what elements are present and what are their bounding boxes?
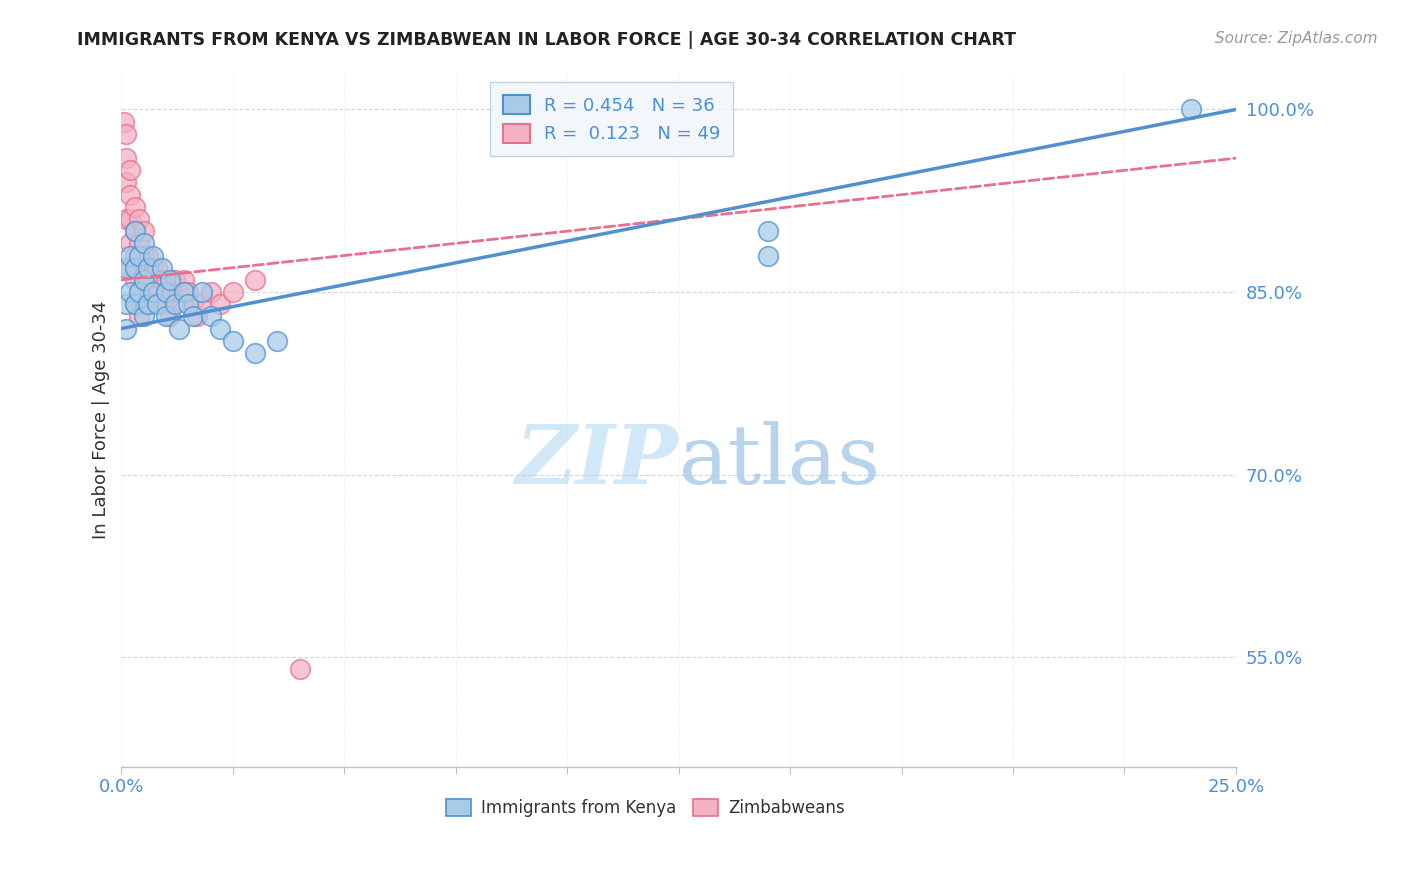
Point — [142, 285, 165, 299]
Point — [177, 285, 200, 299]
Point — [208, 321, 231, 335]
Point — [169, 321, 191, 335]
Point — [124, 224, 146, 238]
Legend: Immigrants from Kenya, Zimbabweans: Immigrants from Kenya, Zimbabweans — [439, 793, 851, 824]
Point — [159, 273, 181, 287]
Point — [128, 212, 150, 227]
Point — [115, 321, 138, 335]
Text: IMMIGRANTS FROM KENYA VS ZIMBABWEAN IN LABOR FORCE | AGE 30-34 CORRELATION CHART: IMMIGRANTS FROM KENYA VS ZIMBABWEAN IN L… — [77, 31, 1017, 49]
Point — [124, 200, 146, 214]
Point — [146, 260, 169, 275]
Text: ZIP: ZIP — [516, 421, 679, 501]
Point — [142, 260, 165, 275]
Y-axis label: In Labor Force | Age 30-34: In Labor Force | Age 30-34 — [93, 301, 110, 539]
Point — [124, 273, 146, 287]
Point — [112, 114, 135, 128]
Point — [132, 273, 155, 287]
Point — [155, 273, 177, 287]
Point — [150, 297, 173, 311]
Point — [115, 127, 138, 141]
Point — [181, 297, 204, 311]
Point — [159, 310, 181, 324]
Point — [222, 334, 245, 348]
Point — [132, 310, 155, 324]
Point — [142, 248, 165, 262]
Point — [120, 248, 142, 262]
Point — [128, 285, 150, 299]
Point — [173, 273, 195, 287]
Point — [128, 248, 150, 262]
Point — [136, 273, 159, 287]
Text: atlas: atlas — [679, 421, 880, 501]
Point — [186, 310, 208, 324]
Point — [120, 236, 142, 251]
Point — [146, 285, 169, 299]
Point — [124, 297, 146, 311]
Point — [132, 297, 155, 311]
Point — [128, 285, 150, 299]
Point — [200, 310, 222, 324]
Point — [115, 297, 138, 311]
Point — [132, 248, 155, 262]
Point — [136, 297, 159, 311]
Point — [243, 346, 266, 360]
Point — [243, 273, 266, 287]
Point — [128, 236, 150, 251]
Point — [190, 285, 212, 299]
Point — [181, 310, 204, 324]
Point — [155, 285, 177, 299]
Point — [200, 285, 222, 299]
Point — [155, 310, 177, 324]
Point — [146, 297, 169, 311]
Point — [142, 285, 165, 299]
Point — [163, 273, 186, 287]
Point — [150, 273, 173, 287]
Point — [266, 334, 288, 348]
Point — [120, 285, 142, 299]
Point — [124, 224, 146, 238]
Point — [128, 310, 150, 324]
Point — [169, 285, 191, 299]
Point — [128, 260, 150, 275]
Point — [115, 176, 138, 190]
Point — [115, 151, 138, 165]
Point — [159, 285, 181, 299]
Point — [177, 297, 200, 311]
Point — [124, 297, 146, 311]
Point — [115, 260, 138, 275]
Point — [120, 212, 142, 227]
Point — [136, 297, 159, 311]
Point — [120, 260, 142, 275]
Point — [132, 236, 155, 251]
Point — [124, 260, 146, 275]
Point — [136, 248, 159, 262]
Point — [132, 273, 155, 287]
Point — [115, 212, 138, 227]
Text: Source: ZipAtlas.com: Source: ZipAtlas.com — [1215, 31, 1378, 46]
Point — [163, 297, 186, 311]
Point — [288, 662, 311, 676]
Point — [155, 297, 177, 311]
Point — [120, 163, 142, 178]
Point — [1180, 103, 1202, 117]
Point — [132, 224, 155, 238]
Point — [150, 260, 173, 275]
Point — [124, 248, 146, 262]
Point — [756, 248, 779, 262]
Point — [756, 224, 779, 238]
Point — [120, 187, 142, 202]
Point — [173, 285, 195, 299]
Point — [208, 297, 231, 311]
Point — [136, 260, 159, 275]
Point — [222, 285, 245, 299]
Point — [190, 297, 212, 311]
